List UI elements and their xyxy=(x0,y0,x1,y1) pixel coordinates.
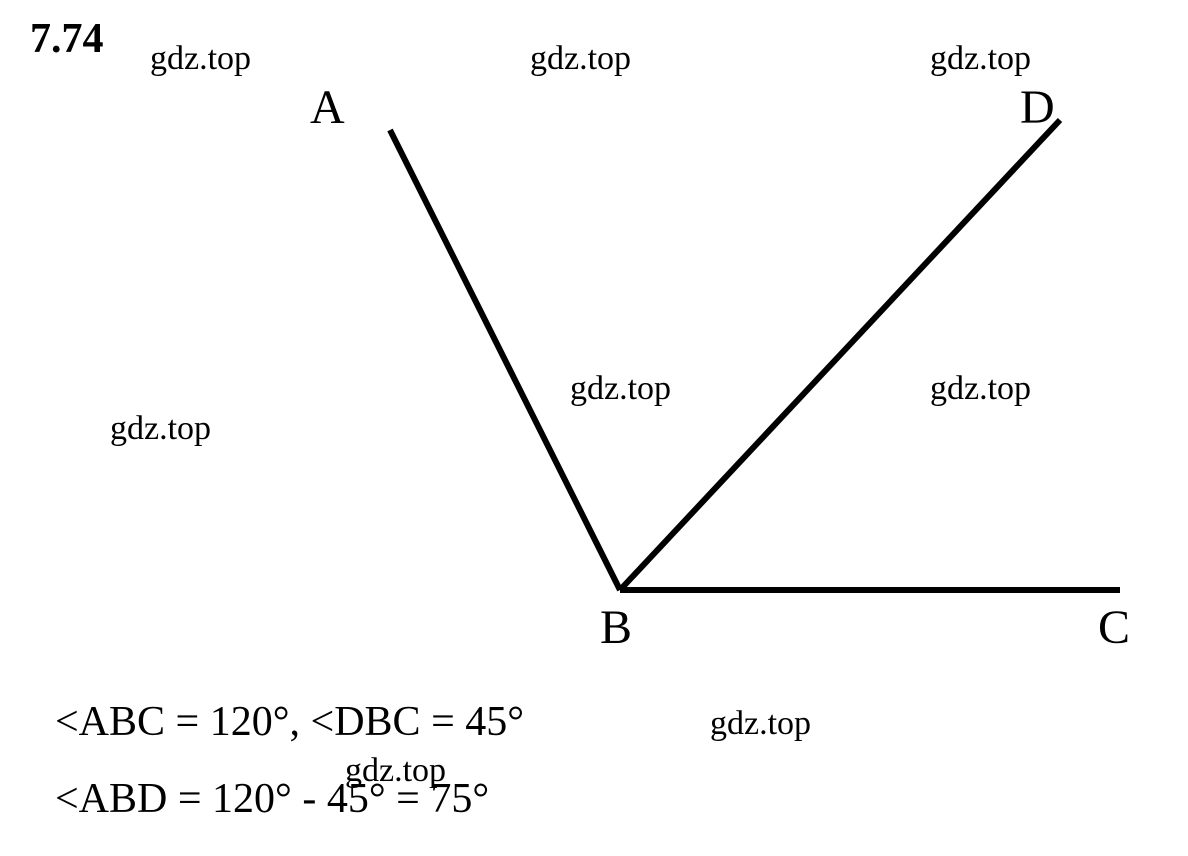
watermark-5: gdz.top xyxy=(930,370,1031,408)
point-label-C: C xyxy=(1098,600,1130,655)
watermark-2: gdz.top xyxy=(530,40,631,78)
equation-line-1: <ABC = 120°, <DBC = 45° xyxy=(55,698,524,746)
watermark-6: gdz.top xyxy=(110,410,211,448)
equation-line-2: <ABD = 120° - 45° = 75° xyxy=(55,775,489,823)
watermark-4: gdz.top xyxy=(570,370,671,408)
watermark-3: gdz.top xyxy=(930,40,1031,78)
watermark-7: gdz.top xyxy=(710,705,811,743)
watermark-1: gdz.top xyxy=(150,40,251,78)
line-BD xyxy=(620,120,1060,590)
point-label-A: A xyxy=(310,80,345,135)
line-BA xyxy=(390,130,620,590)
problem-number: 7.74 xyxy=(30,15,104,63)
point-label-B: B xyxy=(600,600,632,655)
point-label-D: D xyxy=(1020,80,1055,135)
